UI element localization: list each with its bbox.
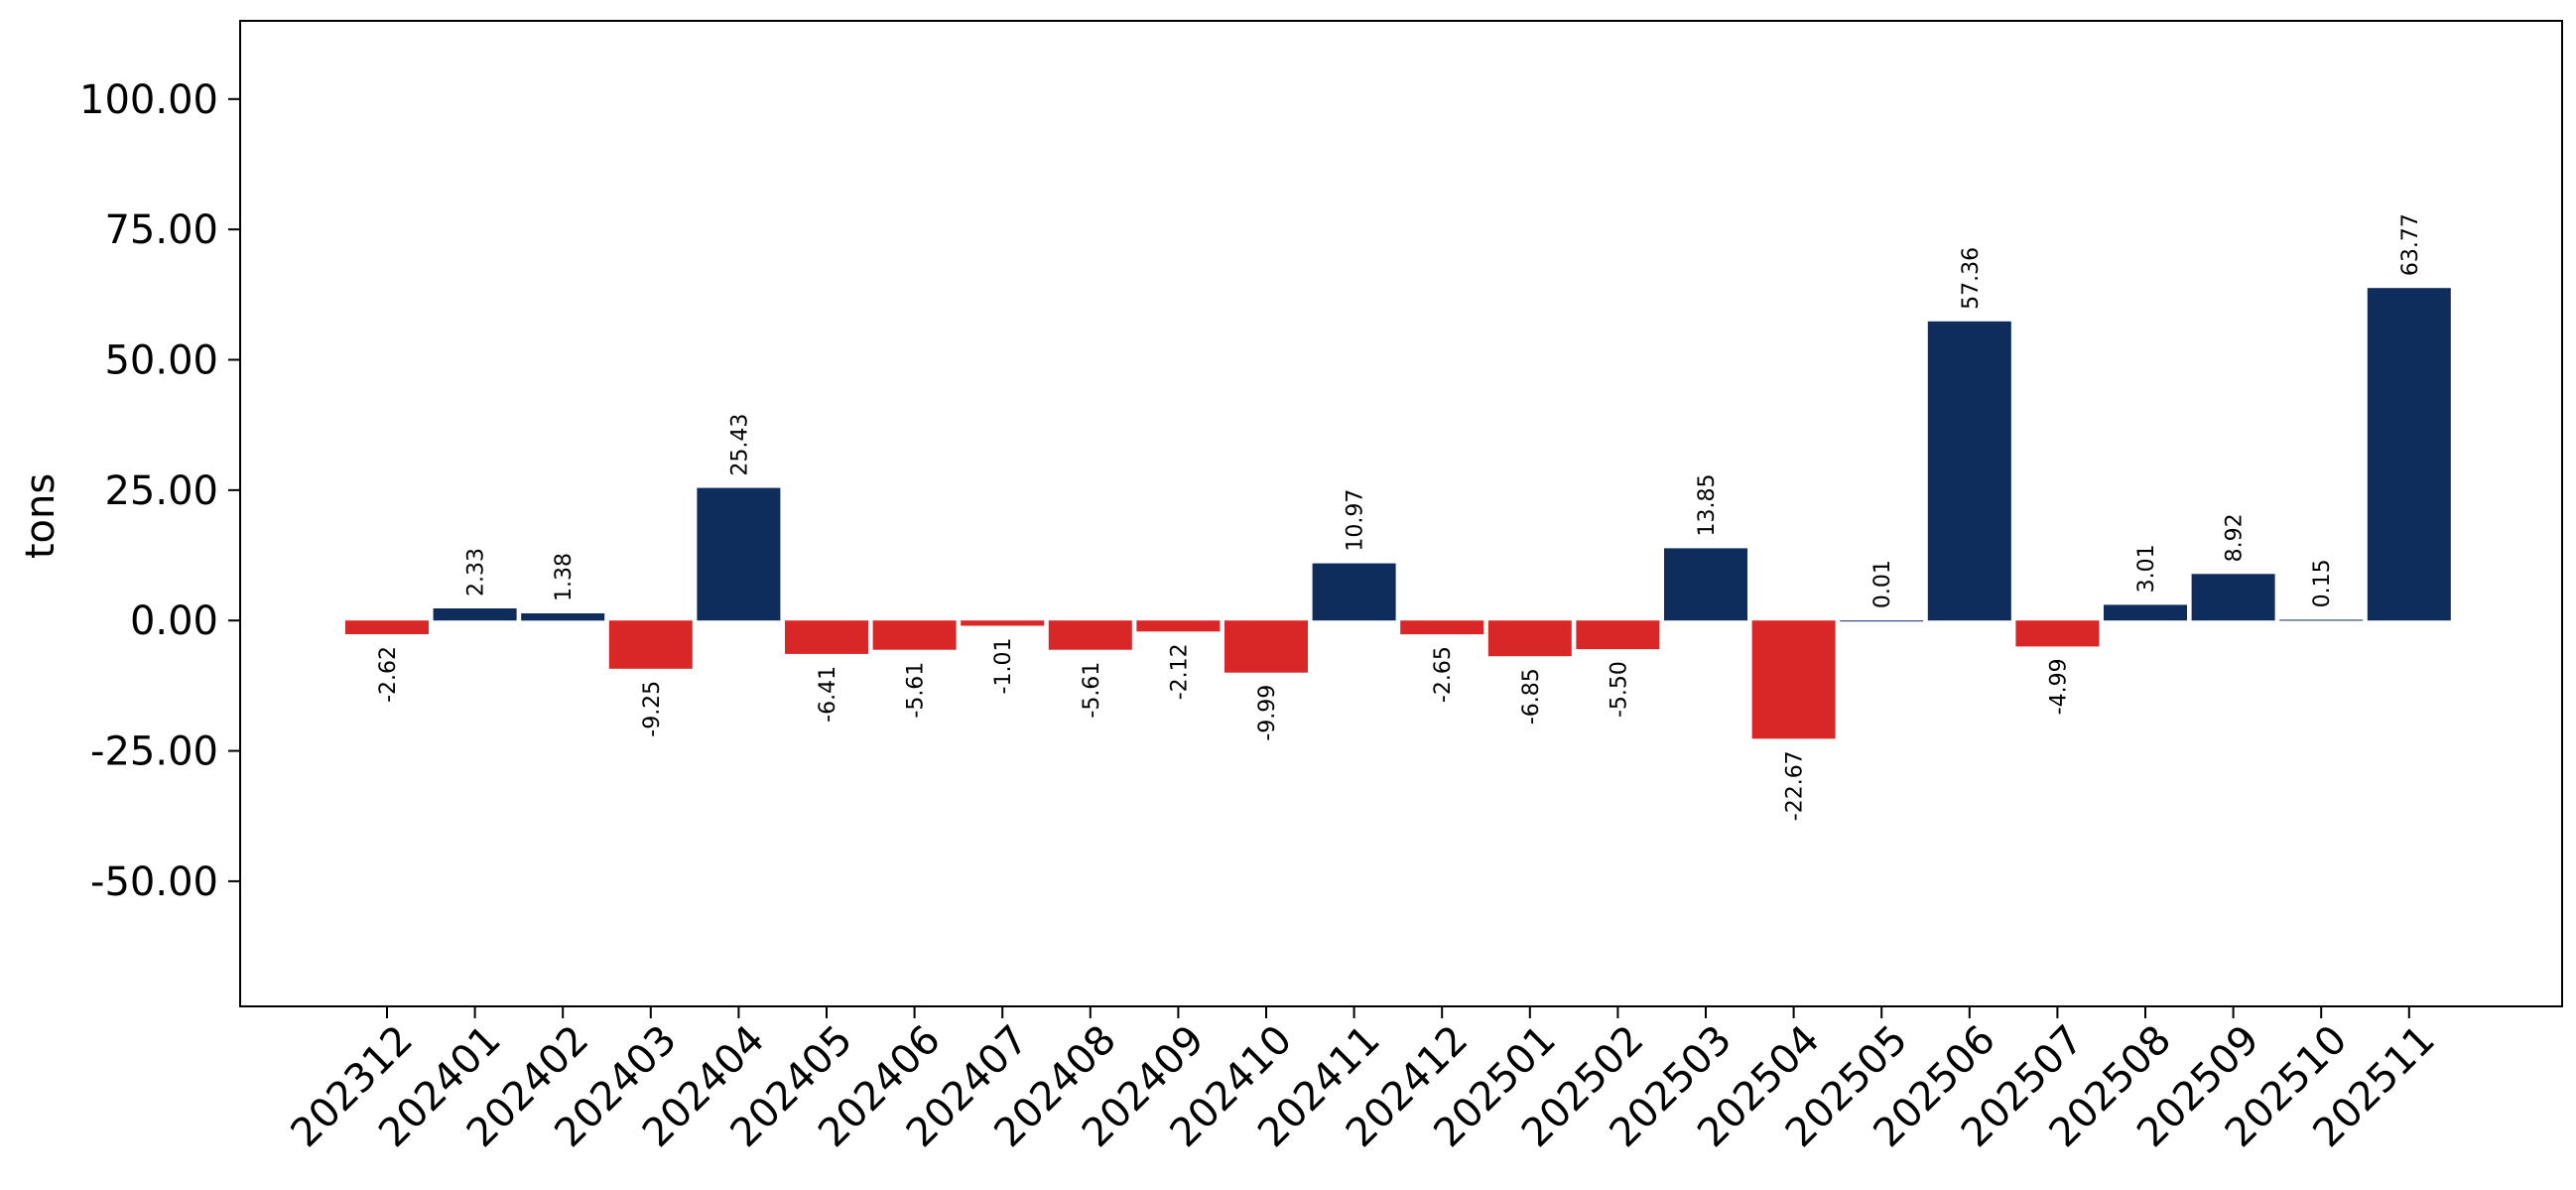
bar-value-label: -5.61 xyxy=(904,662,929,719)
bar-value-label: 63.77 xyxy=(2398,213,2423,276)
bar-value-label: -2.62 xyxy=(376,646,401,703)
bar-202511 xyxy=(2367,288,2451,621)
bar-value-label: -9.99 xyxy=(1255,685,1280,741)
bar-202406 xyxy=(872,620,957,650)
bar-202411 xyxy=(1312,563,1396,621)
bar-value-label: 0.15 xyxy=(2310,559,2335,607)
bar-value-label: 10.97 xyxy=(1344,489,1368,552)
bar-value-label: -6.85 xyxy=(1519,668,1544,725)
bar-202508 xyxy=(2104,604,2187,621)
bar-202403 xyxy=(608,620,693,669)
bar-202506 xyxy=(1927,321,2011,621)
x-axis: 2023122024012024022024032024042024052024… xyxy=(283,1006,2444,1156)
bar-202503 xyxy=(1664,548,1747,621)
bar-202312 xyxy=(345,620,429,634)
bar-labels-layer: -2.62 2.33 1.38 -9.25 25.43 -6.41 -5.61 -1.01 -5… xyxy=(376,213,2423,821)
bar-value-label: -1.01 xyxy=(991,638,1016,695)
bar-202401 xyxy=(433,608,517,621)
bar-value-label: 3.01 xyxy=(2134,544,2159,593)
bar-value-label: -4.99 xyxy=(2046,658,2071,715)
bar-202409 xyxy=(1136,620,1221,632)
y-axis: -50.00 -25.00 0.00 25.00 50.00 75.00 100.00 xyxy=(79,77,240,905)
bar-202510 xyxy=(2279,619,2364,621)
y-axis-title: tons xyxy=(18,473,64,559)
bar-value-label: -2.12 xyxy=(1167,643,1192,700)
y-tick-label: -50.00 xyxy=(90,859,218,905)
bar-202507 xyxy=(2015,620,2100,647)
y-tick-label: 100.00 xyxy=(79,77,218,123)
bar-value-label: -22.67 xyxy=(1783,750,1808,821)
bar-value-label: -2.65 xyxy=(1431,646,1456,703)
bar-value-label: -9.25 xyxy=(640,681,665,737)
bar-value-label: 2.33 xyxy=(464,548,489,596)
y-tick-label: 50.00 xyxy=(104,338,218,384)
bar-value-label: 1.38 xyxy=(552,553,577,601)
bar-202505 xyxy=(1840,620,1924,622)
y-tick-label: 0.00 xyxy=(130,598,218,644)
bar-value-label: -5.50 xyxy=(1607,661,1631,718)
bar-202402 xyxy=(521,613,605,621)
bar-202407 xyxy=(961,620,1045,626)
bar-202502 xyxy=(1576,620,1660,650)
bar-202509 xyxy=(2191,574,2275,621)
bar-202501 xyxy=(1487,620,1572,657)
bar-202504 xyxy=(1751,620,1836,739)
y-tick-label: 25.00 xyxy=(104,468,218,514)
bars-layer xyxy=(345,288,2451,739)
bar-value-label: 0.01 xyxy=(1870,560,1895,608)
bar-202405 xyxy=(785,620,868,654)
bar-value-label: 8.92 xyxy=(2223,513,2248,562)
bar-value-label: -6.41 xyxy=(816,666,840,723)
y-tick-label: 75.00 xyxy=(104,207,218,253)
plot-area-frame xyxy=(239,20,2563,1007)
bar-value-label: 13.85 xyxy=(1695,473,1720,536)
bar-value-label: 25.43 xyxy=(727,414,752,476)
bar-202410 xyxy=(1224,620,1308,673)
y-tick-label: -25.00 xyxy=(90,729,218,775)
bar-202404 xyxy=(697,487,781,621)
bar-202412 xyxy=(1400,620,1484,635)
bar-202408 xyxy=(1048,620,1132,650)
bar-value-label: -5.61 xyxy=(1080,662,1104,719)
bar-value-label: 57.36 xyxy=(1959,247,1984,310)
